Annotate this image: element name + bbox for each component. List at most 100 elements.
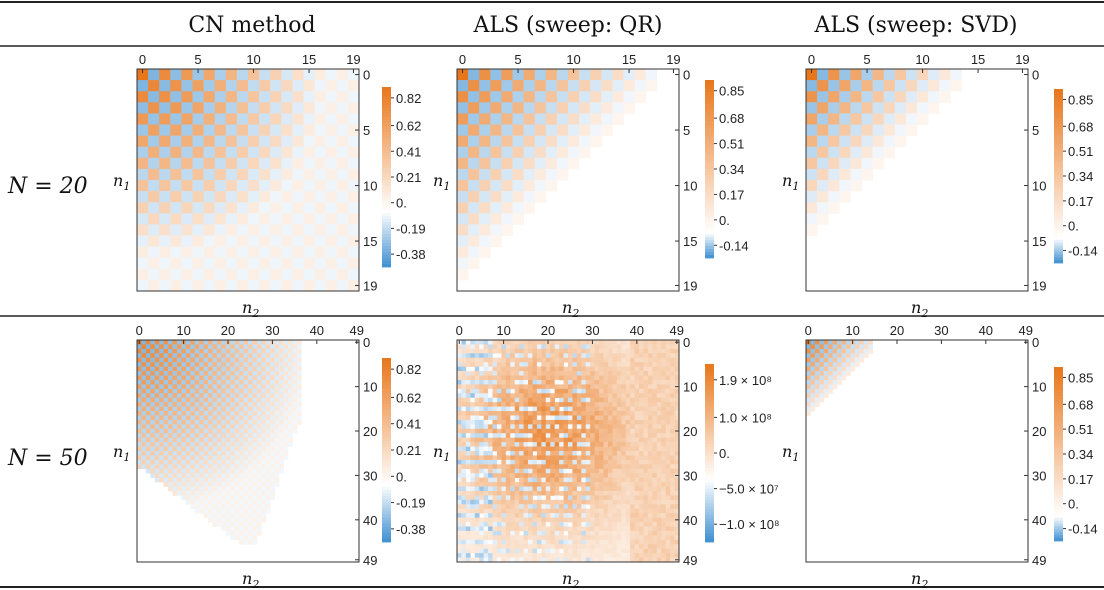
heatmap-cell — [496, 499, 502, 505]
heatmap-cell — [483, 446, 489, 452]
heatmap-cell — [512, 213, 524, 225]
heatmap-cell — [292, 415, 298, 421]
heatmap-cell — [261, 495, 267, 501]
colorbar-band — [382, 385, 391, 390]
heatmap-cell — [603, 464, 609, 470]
heatmap-cell — [212, 375, 218, 381]
heatmap-cell — [181, 455, 187, 461]
heatmap-cell — [625, 477, 631, 483]
heatmap-cell — [572, 428, 578, 434]
heatmap-cell — [594, 362, 600, 367]
heatmap-cell — [252, 366, 258, 372]
heatmap-cell — [656, 451, 662, 456]
heatmap-cell — [554, 433, 560, 439]
heatmap-cell — [190, 482, 196, 487]
heatmap-cell — [523, 477, 529, 483]
colorbar-band — [382, 162, 391, 166]
heatmap-cell — [287, 397, 293, 403]
heatmap-cell — [270, 428, 275, 434]
heatmap-cell — [225, 371, 231, 376]
heatmap-cell — [556, 124, 569, 136]
heatmap-cell — [501, 477, 507, 483]
heatmap-cell — [563, 366, 569, 372]
heatmap-cell — [643, 419, 649, 425]
heatmap-cell — [474, 513, 480, 518]
heatmap-cell — [634, 548, 640, 554]
heatmap-cell — [457, 482, 462, 487]
heatmap-cell — [170, 80, 182, 92]
row-label-n20: N = 20 — [7, 174, 88, 199]
heatmap-cell — [479, 455, 484, 461]
heatmap-cell — [347, 146, 360, 159]
heatmap-cell — [148, 191, 160, 203]
heatmap-cell — [625, 357, 631, 363]
heatmap-cell — [163, 446, 169, 452]
heatmap-cell — [532, 384, 538, 390]
heatmap-cell — [523, 548, 529, 554]
heatmap-cell — [621, 428, 627, 434]
heatmap-cell — [265, 473, 271, 478]
heatmap-cell — [674, 477, 680, 483]
heatmap-cell — [634, 384, 640, 390]
heatmap-cell — [181, 451, 187, 456]
x-tick-label: 0 — [459, 52, 466, 67]
heatmap-cell — [496, 424, 502, 430]
heatmap-cell — [665, 530, 671, 536]
heatmap-cell — [674, 455, 680, 461]
heatmap-cell — [872, 157, 885, 170]
heatmap-cell — [616, 353, 622, 359]
heatmap-cell — [545, 366, 551, 372]
heatmap-cell — [501, 411, 507, 416]
heatmap-cell — [292, 113, 304, 125]
heatmap-cell — [581, 526, 587, 532]
heatmap-cell — [607, 490, 613, 496]
heatmap-cell — [670, 371, 675, 376]
heatmap-cell — [523, 504, 529, 510]
heatmap-cell — [514, 486, 520, 492]
heatmap-cell — [536, 371, 542, 376]
heatmap-cell — [492, 419, 498, 425]
heatmap-cell — [141, 437, 147, 443]
heatmap-cell — [234, 490, 240, 496]
heatmap-cell — [523, 468, 529, 474]
heatmap-cell — [496, 548, 502, 554]
heatmap-cell — [523, 371, 529, 376]
heatmap-cell — [470, 522, 476, 527]
heatmap-cell — [216, 468, 222, 474]
heatmap-cell — [612, 539, 618, 545]
heatmap-cell — [652, 499, 658, 505]
heatmap-cell — [536, 513, 542, 518]
heatmap-cell — [501, 508, 507, 514]
heatmap-cell — [168, 348, 173, 354]
heatmap-cell — [634, 526, 640, 532]
heatmap-cell — [639, 357, 644, 363]
heatmap-cell — [656, 553, 662, 558]
heatmap-cell — [176, 366, 182, 372]
heatmap-cell — [465, 553, 471, 558]
heatmap-cell — [172, 455, 178, 461]
heatmap-cell — [621, 517, 627, 523]
heatmap-cell — [576, 522, 582, 527]
heatmap-cell — [612, 393, 618, 399]
heatmap-cell — [234, 371, 240, 376]
heatmap-cell — [314, 180, 327, 192]
heatmap-cell — [674, 371, 680, 376]
heatmap-cell — [556, 80, 569, 92]
heatmap-cell — [465, 415, 471, 421]
heatmap-cell — [259, 257, 271, 270]
heatmap-cell — [545, 348, 551, 354]
heatmap-cell — [270, 455, 275, 461]
colorbar-band — [705, 228, 714, 232]
heatmap-cell — [576, 375, 582, 381]
heatmap-cell — [281, 202, 293, 214]
heatmap-cell — [559, 344, 564, 350]
heatmap-cell — [514, 553, 520, 558]
heatmap-cell — [248, 379, 253, 385]
heatmap-cell — [612, 486, 618, 492]
heatmap-cell — [496, 508, 502, 514]
colorbar-tick-label: -0.14 — [1068, 244, 1098, 259]
heatmap-cell — [581, 459, 587, 465]
colorbar-band — [382, 419, 391, 423]
